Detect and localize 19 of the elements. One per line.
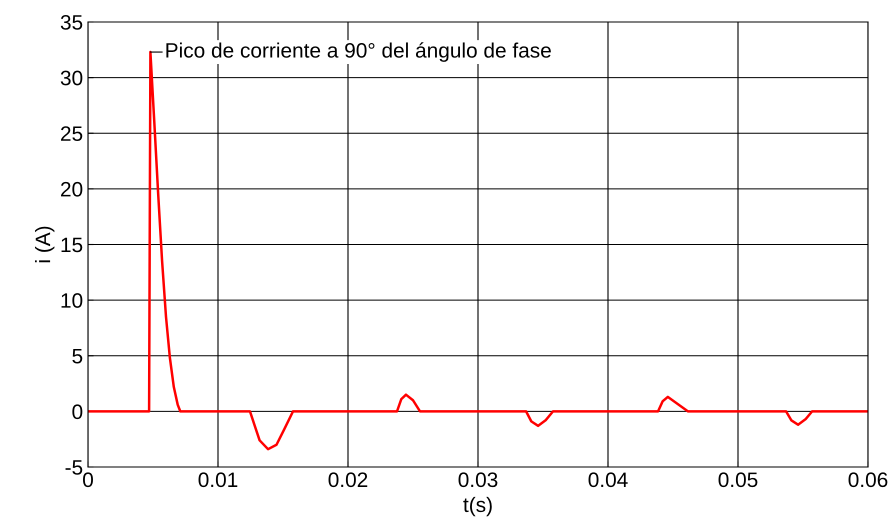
x-tick-label: 0.03 <box>458 472 498 488</box>
annotation: Pico de corriente a 90° del ángulo de fase <box>166 42 551 62</box>
y-tick-label: 25 <box>61 126 82 142</box>
y-tick-label: 35 <box>60 15 82 30</box>
y-tick-label: 5 <box>72 348 82 364</box>
y-tick-label: 10 <box>62 293 82 308</box>
y-tick-label: -5 <box>66 460 82 475</box>
y-tick-label: 20 <box>61 182 82 197</box>
x-tick-label: 0 <box>83 472 93 488</box>
x-axis-title: t(s) <box>463 496 492 516</box>
x-tick-label: 0.06 <box>848 472 888 488</box>
y-tick-label: 15 <box>62 238 82 252</box>
x-tick-label: 0.04 <box>588 472 628 488</box>
x-tick-label: 0.02 <box>328 472 368 488</box>
y-tick-label: 0 <box>72 404 82 420</box>
x-tick-label: 0.05 <box>718 472 758 488</box>
y-axis-title: i (A) <box>34 226 54 262</box>
y-tick-label: 30 <box>60 70 82 86</box>
x-tick-label: 0.01 <box>198 472 238 488</box>
